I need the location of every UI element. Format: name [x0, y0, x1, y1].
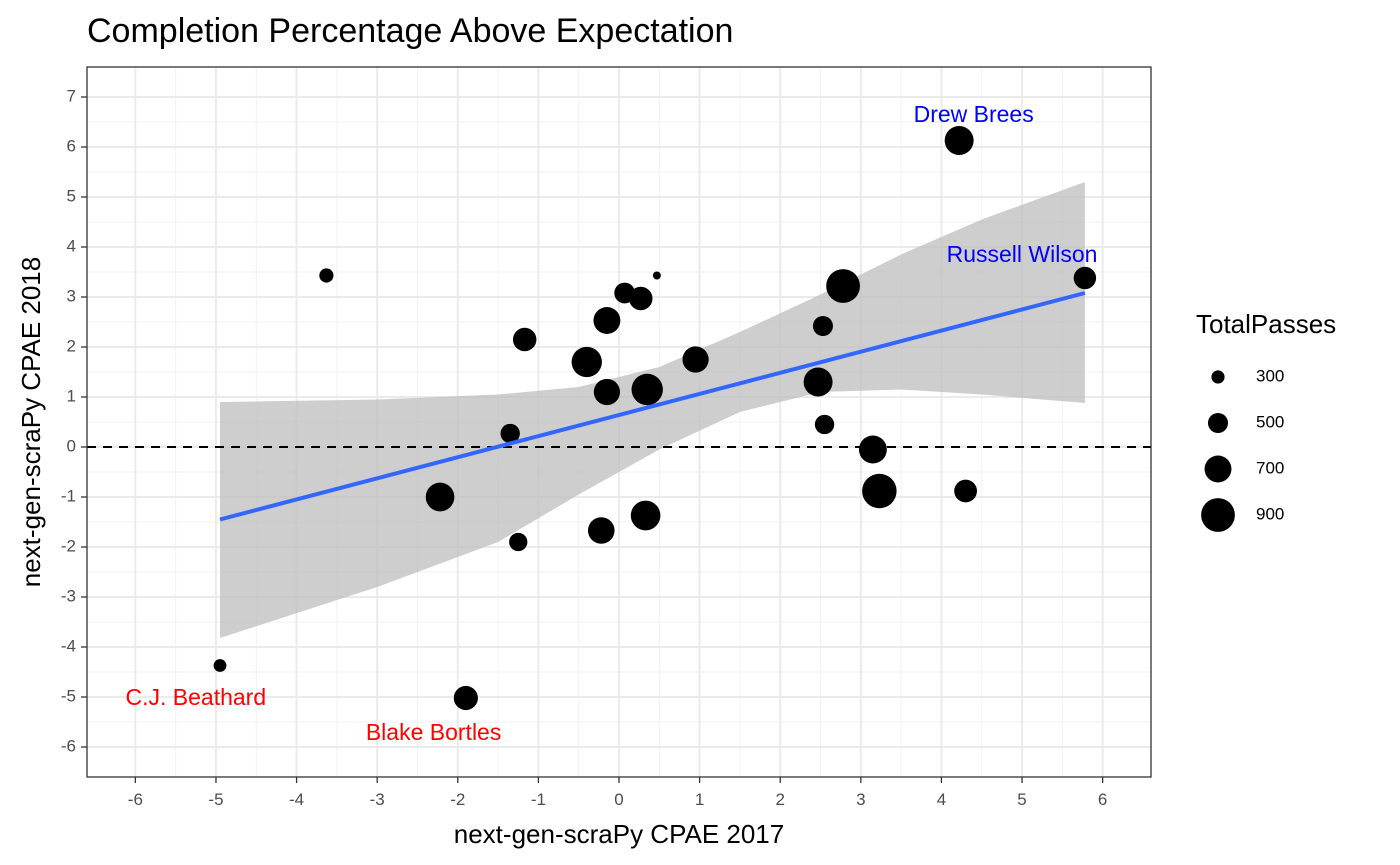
y-tick-label: -5 [61, 686, 76, 705]
y-axis: -6 -5 -4 -3 -2 -1 0 1 2 3 4 5 6 7 [61, 86, 87, 755]
x-tick-label: 3 [856, 790, 865, 809]
data-point [425, 482, 455, 512]
x-tick-label: 4 [937, 790, 946, 809]
data-point [858, 435, 887, 464]
player-annotation: Blake Bortles [366, 719, 502, 745]
data-point [631, 373, 663, 406]
y-tick-label: -2 [61, 536, 76, 555]
x-tick-label: -2 [450, 790, 465, 809]
data-point [593, 307, 621, 334]
data-point [593, 378, 621, 406]
x-tick-label: -5 [208, 790, 223, 809]
legend-size-key [1211, 370, 1225, 384]
x-tick-label: -3 [370, 790, 385, 809]
annotations-layer: Drew Brees Russell Wilson C.J. Beathard Bla… [125, 101, 1097, 745]
data-point [814, 414, 835, 435]
data-point [630, 500, 661, 531]
x-tick-label: -1 [531, 790, 546, 809]
data-point [213, 659, 227, 672]
confidence-band-layer [220, 182, 1085, 638]
x-axis-title: next-gen-scraPy CPAE 2017 [454, 819, 784, 849]
legend-size-key [1201, 498, 1235, 532]
data-point [826, 269, 860, 303]
data-point [453, 685, 478, 711]
x-axis: -6 -5 -4 -3 -2 -1 0 1 2 3 4 5 6 [128, 777, 1107, 809]
regression-layer [219, 291, 1086, 522]
y-tick-label: 7 [67, 86, 76, 105]
legend-size-label: 900 [1256, 504, 1284, 523]
data-point [500, 423, 520, 444]
size-legend: TotalPasses 300 500 700 900 [1196, 309, 1336, 532]
x-tick-label: 6 [1098, 790, 1107, 809]
data-point [587, 517, 615, 544]
y-axis-title: next-gen-scraPy CPAE 2018 [16, 257, 46, 587]
data-point [944, 126, 974, 155]
y-tick-label: -6 [61, 736, 76, 755]
data-point [509, 532, 528, 552]
legend-size-key [1204, 455, 1232, 483]
x-tick-label: 2 [775, 790, 784, 809]
data-point [682, 346, 709, 373]
data-point [512, 327, 537, 352]
y-tick-label: 6 [67, 136, 76, 155]
y-tick-label: 1 [67, 386, 76, 405]
player-annotation: Drew Brees [914, 101, 1034, 127]
y-tick-label: -4 [61, 636, 76, 655]
legend-size-label: 700 [1256, 458, 1284, 477]
x-tick-label: 1 [695, 790, 704, 809]
points-layer [213, 126, 1097, 711]
data-point [629, 286, 653, 311]
y-tick-label: 2 [67, 336, 76, 355]
legend-size-key [1207, 412, 1229, 434]
y-tick-label: 0 [67, 436, 76, 455]
chart-title: Completion Percentage Above Expectation [87, 12, 733, 50]
data-point [862, 473, 897, 509]
x-tick-label: 0 [614, 790, 623, 809]
player-annotation: C.J. Beathard [125, 684, 266, 710]
x-tick-label: -4 [289, 790, 304, 809]
legend-title: TotalPasses [1196, 309, 1336, 339]
player-annotation: Russell Wilson [947, 241, 1098, 267]
data-point [954, 479, 978, 503]
y-tick-label: -1 [61, 486, 76, 505]
data-point [571, 346, 602, 378]
y-tick-label: 5 [67, 186, 76, 205]
y-tick-label: 3 [67, 286, 76, 305]
confidence-band [220, 182, 1085, 638]
x-tick-label: 5 [1017, 790, 1026, 809]
x-tick-label: -6 [128, 790, 143, 809]
data-point [803, 367, 833, 397]
legend-size-label: 300 [1256, 366, 1284, 385]
data-point [812, 315, 833, 337]
data-point [1073, 266, 1097, 290]
data-point [319, 268, 334, 283]
regression-line [219, 291, 1086, 522]
data-point [652, 271, 661, 280]
legend-size-label: 500 [1256, 412, 1284, 431]
y-tick-label: 4 [67, 236, 76, 255]
y-tick-label: -3 [61, 586, 76, 605]
